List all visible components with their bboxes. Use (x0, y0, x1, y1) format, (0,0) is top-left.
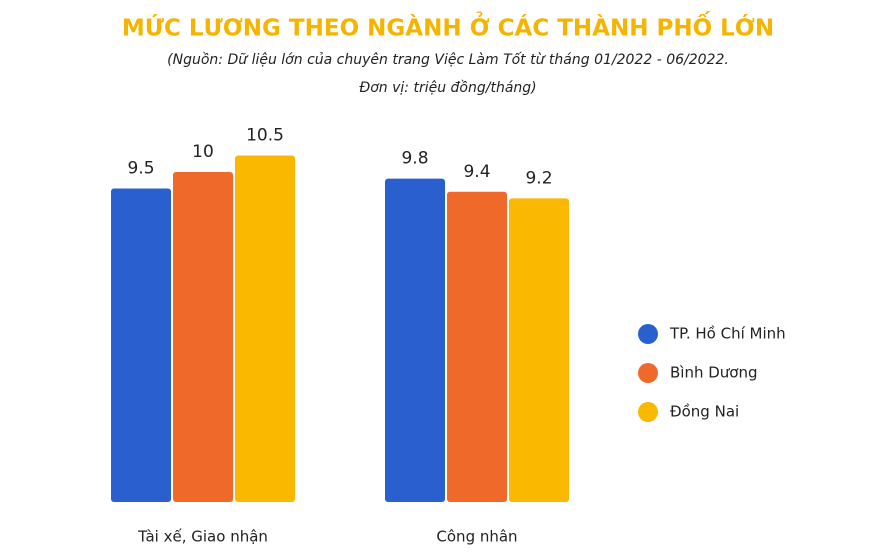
bar (173, 172, 233, 502)
chart-title: MỨC LƯƠNG THEO NGÀNH Ở CÁC THÀNH PHỐ LỚN (122, 11, 774, 42)
value-label: 9.4 (463, 162, 490, 182)
legend-marker (638, 363, 658, 383)
chart-subtitle: Đơn vị: triệu đồng/tháng) (359, 79, 536, 96)
value-label: 9.2 (525, 168, 552, 188)
legend-marker (638, 324, 658, 344)
legend-label: TP. Hồ Chí Minh (669, 325, 786, 343)
x-tick-label: Tài xế, Giao nhận (137, 528, 268, 546)
chart-subtitle: (Nguồn: Dữ liệu lớn của chuyên trang Việ… (167, 51, 729, 68)
value-label: 10 (192, 142, 214, 162)
value-label: 9.5 (127, 159, 154, 179)
value-label: 9.8 (401, 149, 428, 169)
legend-marker (638, 402, 658, 422)
bar (447, 191, 507, 503)
bar (385, 178, 445, 502)
value-label: 10.5 (246, 126, 284, 146)
x-tick-label: Công nhân (436, 528, 517, 546)
bar (111, 188, 171, 502)
legend-label: Đồng Nai (670, 403, 739, 421)
legend-label: Bình Dương (670, 364, 758, 382)
bar (235, 155, 295, 502)
bar (509, 198, 569, 502)
